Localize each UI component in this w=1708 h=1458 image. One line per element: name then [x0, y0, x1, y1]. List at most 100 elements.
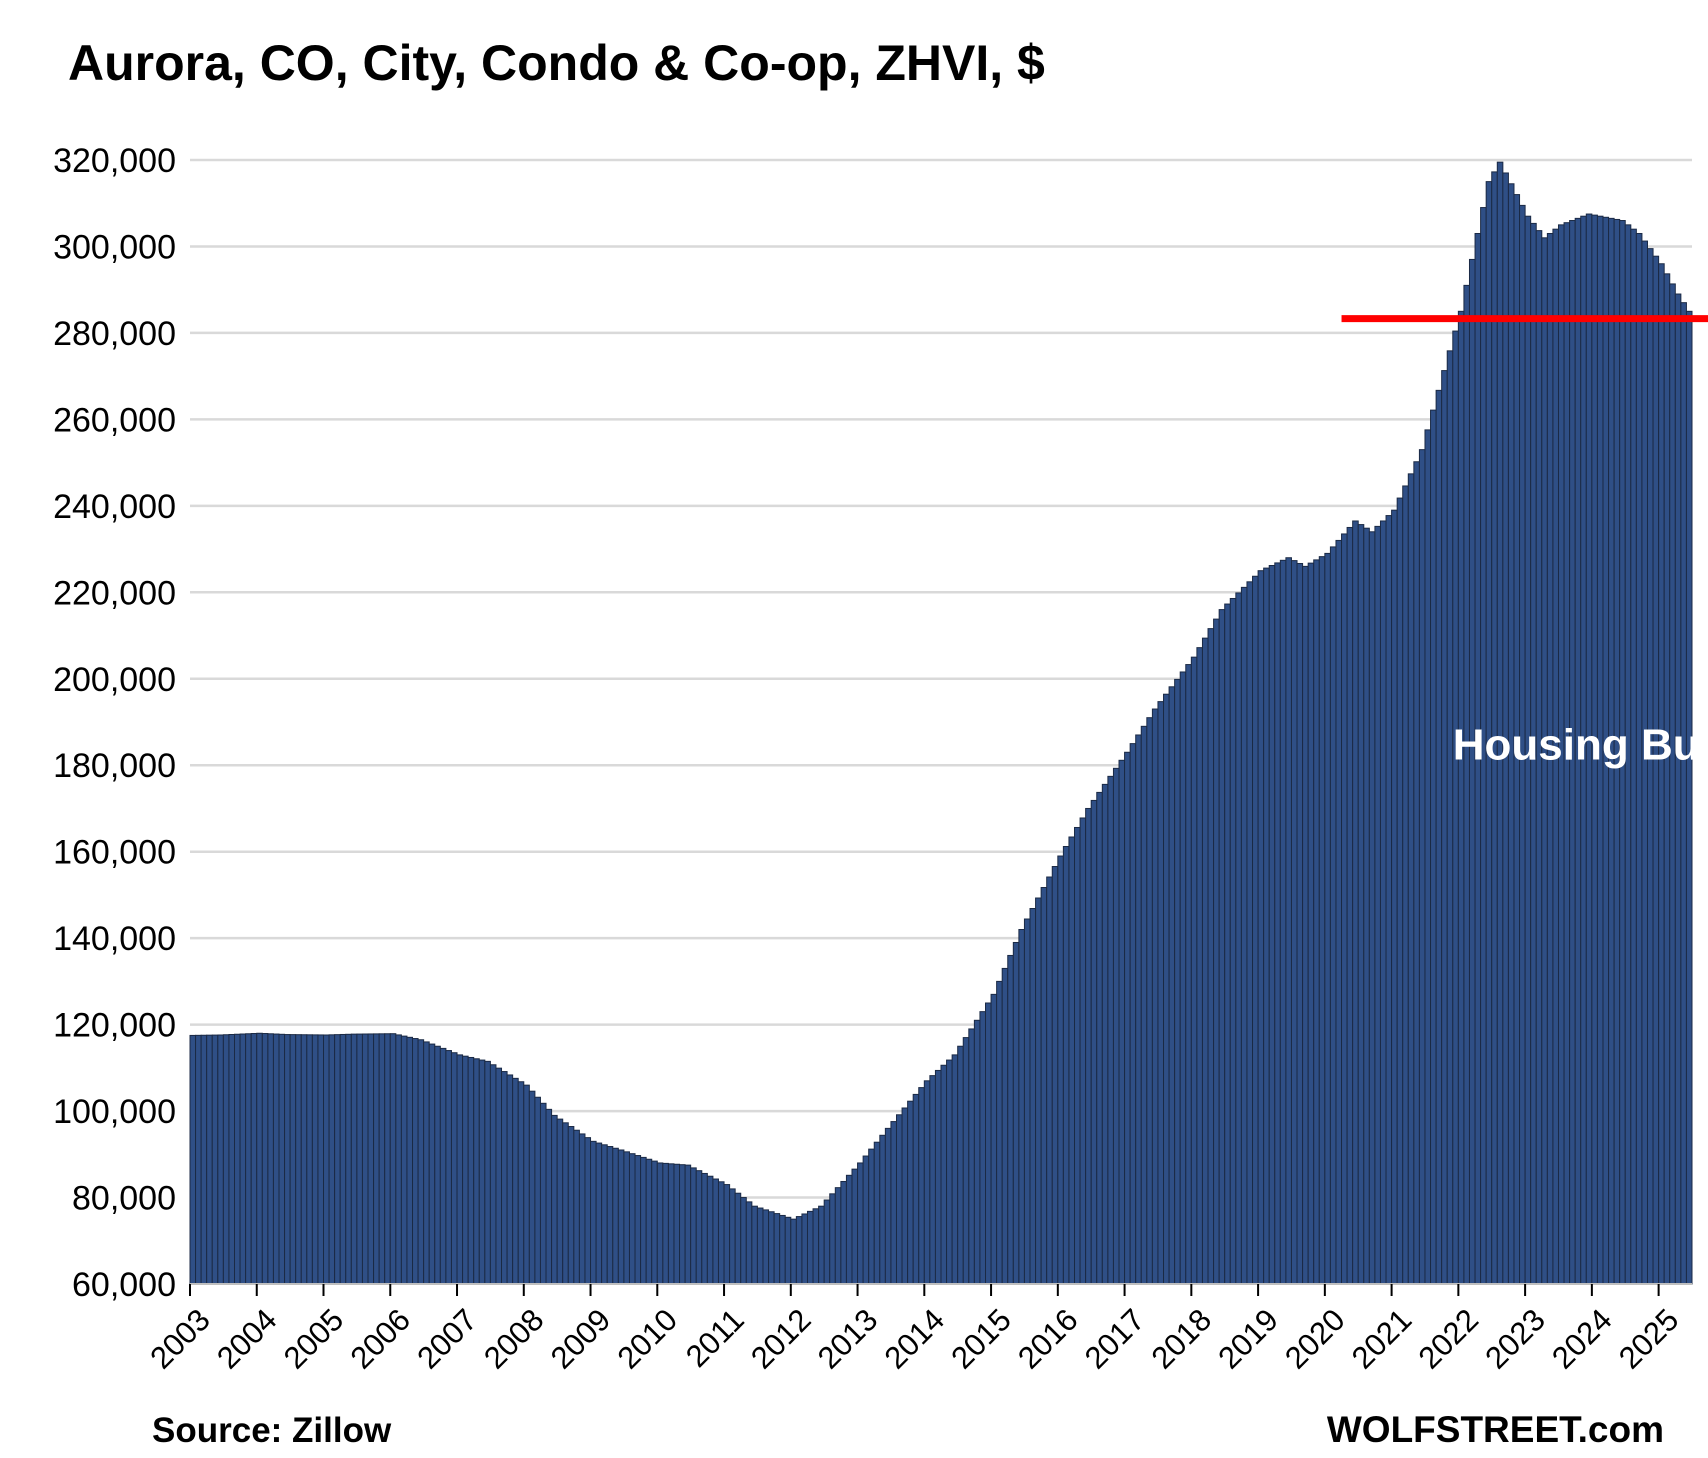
bar: [1441, 370, 1448, 1285]
bar: [1674, 293, 1682, 1285]
bar: [795, 1216, 803, 1285]
bar: [1157, 701, 1165, 1285]
bar: [445, 1050, 452, 1285]
bar: [645, 1158, 653, 1285]
bar: [1669, 283, 1676, 1285]
bar: [361, 1033, 369, 1285]
bar: [389, 1033, 397, 1285]
y-tick-label: 200,000: [53, 661, 176, 699]
bar: [862, 1155, 870, 1285]
bar: [1252, 575, 1259, 1285]
bar: [1085, 807, 1092, 1285]
bar: [1385, 515, 1393, 1285]
bar: [751, 1205, 758, 1285]
bar: [306, 1034, 313, 1285]
bar: [345, 1033, 352, 1285]
bar: [300, 1034, 308, 1285]
bar: [1112, 767, 1120, 1285]
bar: [1424, 429, 1432, 1285]
bar: [790, 1218, 797, 1285]
bar: [1235, 592, 1242, 1285]
bar: [245, 1033, 252, 1285]
bar: [1341, 533, 1348, 1285]
bar: [851, 1168, 859, 1285]
bar: [1062, 846, 1070, 1285]
bar: [907, 1100, 914, 1285]
bar: [1452, 330, 1459, 1285]
bar: [484, 1060, 491, 1285]
bar: [729, 1188, 736, 1285]
bar: [1224, 603, 1231, 1285]
bar: [523, 1084, 530, 1285]
chart-title: Aurora, CO, City, Condo & Co-op, ZHVI, $: [68, 35, 1045, 91]
bar: [1363, 527, 1370, 1285]
bar: [1357, 524, 1365, 1285]
bar: [951, 1054, 959, 1285]
bar: [1307, 562, 1315, 1285]
bar: [367, 1033, 375, 1285]
x-tick-label: 2011: [679, 1302, 751, 1374]
bar: [501, 1071, 508, 1285]
y-tick-label: 260,000: [53, 401, 176, 439]
x-tick-label: 2017: [1078, 1302, 1152, 1376]
bar: [1274, 562, 1281, 1285]
bar: [823, 1199, 831, 1285]
y-tick-label: 80,000: [72, 1180, 176, 1218]
bar: [1680, 302, 1687, 1285]
bar: [384, 1033, 391, 1285]
bar: [806, 1210, 814, 1285]
bar-series: [189, 161, 1693, 1285]
bar: [195, 1034, 202, 1285]
bar: [1046, 876, 1053, 1285]
bar: [1263, 567, 1270, 1285]
x-tick-label: 2014: [878, 1302, 952, 1376]
bar: [996, 980, 1003, 1285]
bar: [895, 1114, 903, 1285]
bar: [328, 1034, 336, 1285]
bar: [395, 1034, 402, 1285]
bar: [595, 1142, 603, 1285]
bar: [612, 1147, 619, 1285]
bar: [601, 1144, 608, 1285]
bar: [1457, 310, 1465, 1285]
bar: [217, 1034, 224, 1285]
bar: [1129, 743, 1137, 1285]
bar: [1402, 485, 1409, 1285]
bar: [779, 1214, 786, 1285]
bar: [662, 1162, 669, 1285]
bar: [528, 1090, 536, 1285]
bar: [712, 1178, 719, 1285]
bar: [723, 1184, 731, 1285]
bar: [1229, 597, 1237, 1285]
y-tick-label: 300,000: [53, 228, 176, 266]
y-tick-label: 240,000: [53, 488, 176, 526]
bar: [801, 1213, 808, 1285]
bar: [1051, 866, 1059, 1285]
bar: [1135, 734, 1142, 1285]
bar: [929, 1075, 936, 1285]
bar: [423, 1041, 430, 1285]
bar: [756, 1207, 764, 1285]
x-tick-label: 2005: [277, 1302, 351, 1376]
bar: [690, 1167, 697, 1285]
bar: [1190, 656, 1198, 1285]
bar: [295, 1034, 302, 1285]
bar: [890, 1121, 897, 1285]
bar: [206, 1034, 213, 1285]
bar: [946, 1059, 953, 1285]
bar: [1040, 887, 1048, 1285]
bar: [234, 1033, 241, 1285]
bar: [684, 1164, 692, 1285]
bar: [634, 1155, 642, 1285]
source-label: Source: Zillow: [152, 1411, 392, 1450]
bar: [651, 1160, 658, 1285]
bar: [1352, 520, 1359, 1285]
bar: [1101, 783, 1109, 1285]
bar: [1079, 817, 1087, 1285]
bar: [267, 1033, 274, 1285]
bar: [1658, 263, 1665, 1285]
bar: [1302, 565, 1309, 1285]
bar: [762, 1209, 770, 1285]
bar: [734, 1192, 742, 1285]
bar: [250, 1033, 258, 1285]
